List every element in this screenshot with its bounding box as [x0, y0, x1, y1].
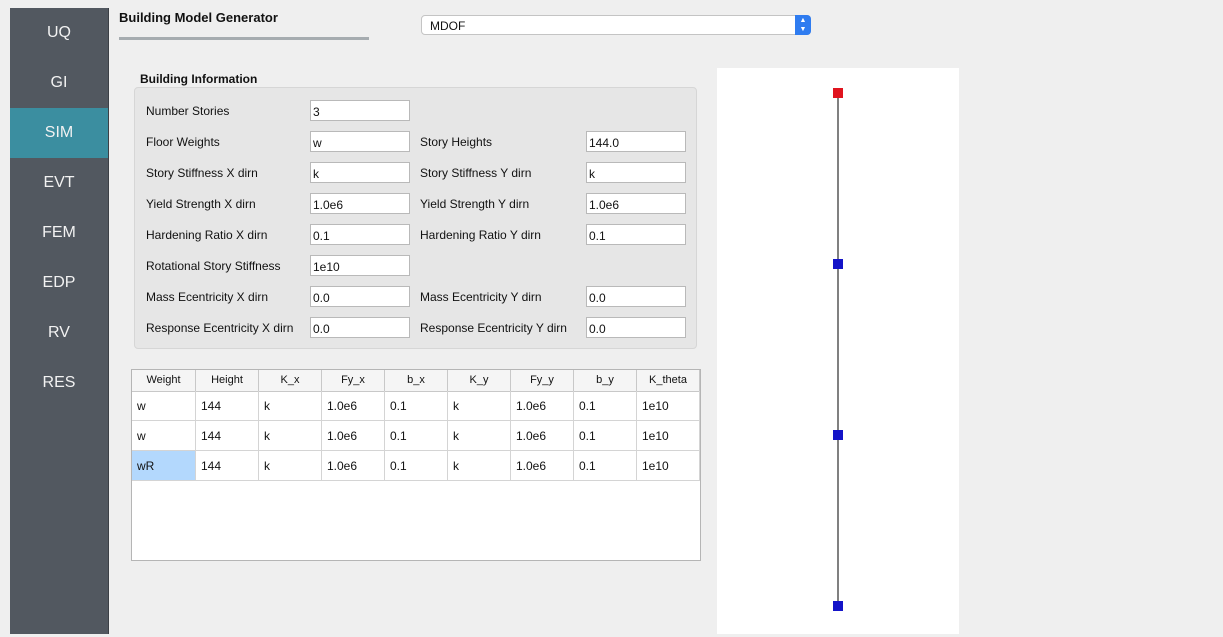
sidebar-item-fem[interactable]: FEM: [42, 224, 76, 241]
resp-ecc-x-input[interactable]: 0.0: [310, 317, 410, 338]
column-header-by[interactable]: b_y: [574, 370, 637, 391]
floor-weights-label: Floor Weights: [146, 135, 220, 149]
rotational-stiffness-label: Rotational Story Stiffness: [146, 259, 281, 273]
column-header-kx[interactable]: K_x: [259, 370, 322, 391]
table-cell[interactable]: k: [448, 391, 511, 421]
table-cell[interactable]: 1.0e6: [511, 391, 574, 421]
hardening-x-label: Hardening Ratio X dirn: [146, 228, 268, 242]
column-header-fyx[interactable]: Fy_x: [322, 370, 385, 391]
floor-node-3[interactable]: [833, 259, 843, 269]
table-cell[interactable]: 1e10: [637, 451, 700, 481]
sidebar-item-evt[interactable]: EVT: [43, 174, 75, 191]
table-cell[interactable]: 0.1: [574, 421, 637, 451]
page-title: Building Model Generator: [119, 10, 278, 25]
yield-x-input[interactable]: 1.0e6: [310, 193, 410, 214]
hardening-x-input[interactable]: 0.1: [310, 224, 410, 245]
sidebar-item-rv[interactable]: RV: [48, 324, 70, 341]
resp-ecc-y-input[interactable]: 0.0: [586, 317, 686, 338]
resp-ecc-x-label: Response Ecentricity X dirn: [146, 321, 294, 335]
number-stories-label: Number Stories: [146, 104, 230, 118]
table-cell[interactable]: 1e10: [637, 391, 700, 421]
table-cell[interactable]: k: [259, 451, 322, 481]
mass-ecc-x-input[interactable]: 0.0: [310, 286, 410, 307]
sidebar-item-sim[interactable]: SIM: [10, 108, 108, 158]
stiffness-x-label: Story Stiffness X dirn: [146, 166, 258, 180]
yield-y-label: Yield Strength Y dirn: [420, 197, 530, 211]
table-cell[interactable]: 1e10: [637, 421, 700, 451]
floor-node-ground[interactable]: [833, 601, 843, 611]
table-cell[interactable]: 1.0e6: [322, 421, 385, 451]
building-model-view[interactable]: [717, 68, 959, 634]
sidebar-item-gi[interactable]: GI: [50, 74, 68, 91]
column-header-ktheta[interactable]: K_theta: [637, 370, 700, 391]
table-cell[interactable]: 1.0e6: [322, 391, 385, 421]
table-cell[interactable]: 0.1: [385, 421, 448, 451]
table-cell[interactable]: 0.1: [385, 451, 448, 481]
number-stories-input[interactable]: 3: [310, 100, 410, 121]
stiffness-x-input[interactable]: k: [310, 162, 410, 183]
sidebar: UQ GI SIM EVT FEM EDP RV RES: [10, 8, 109, 634]
sidebar-item-edp[interactable]: EDP: [42, 274, 76, 291]
story-table: Weight Height K_x Fy_x b_x K_y Fy_y b_y …: [131, 369, 701, 561]
column-header-fyy[interactable]: Fy_y: [511, 370, 574, 391]
rotational-stiffness-input[interactable]: 1e10: [310, 255, 410, 276]
column-header-height[interactable]: Height: [196, 370, 259, 391]
title-underline: [119, 37, 369, 40]
table-row: w 144 k 1.0e6 0.1 k 1.0e6 0.1 1e10: [132, 391, 700, 421]
model-type-value: MDOF: [430, 19, 466, 33]
building-information-group: [134, 87, 697, 349]
table-cell[interactable]: 144: [196, 451, 259, 481]
resp-ecc-y-label: Response Ecentricity Y dirn: [420, 321, 567, 335]
table-cell[interactable]: w: [132, 421, 196, 451]
floor-weights-input[interactable]: w: [310, 131, 410, 152]
story-heights-label: Story Heights: [420, 135, 493, 149]
table-cell[interactable]: 1.0e6: [322, 451, 385, 481]
hardening-y-label: Hardening Ratio Y dirn: [420, 228, 541, 242]
yield-x-label: Yield Strength X dirn: [146, 197, 256, 211]
mass-ecc-y-label: Mass Ecentricity Y dirn: [420, 290, 542, 304]
table-cell[interactable]: 144: [196, 421, 259, 451]
sidebar-item-res[interactable]: RES: [42, 374, 76, 391]
table-cell[interactable]: k: [448, 451, 511, 481]
stiffness-y-label: Story Stiffness Y dirn: [420, 166, 532, 180]
floor-node-2[interactable]: [833, 430, 843, 440]
table-cell[interactable]: k: [448, 421, 511, 451]
table-cell[interactable]: 1.0e6: [511, 451, 574, 481]
table-header: Weight Height K_x Fy_x b_x K_y Fy_y b_y …: [132, 370, 700, 392]
table-cell-selected[interactable]: wR: [132, 451, 196, 481]
table-cell[interactable]: 0.1: [385, 391, 448, 421]
column-header-ky[interactable]: K_y: [448, 370, 511, 391]
column-header-weight[interactable]: Weight: [132, 370, 196, 391]
sidebar-item-uq[interactable]: UQ: [47, 24, 71, 41]
building-model-svg: [833, 88, 843, 611]
hardening-y-input[interactable]: 0.1: [586, 224, 686, 245]
table-cell[interactable]: 0.1: [574, 451, 637, 481]
column-header-bx[interactable]: b_x: [385, 370, 448, 391]
yield-y-input[interactable]: 1.0e6: [586, 193, 686, 214]
model-type-select[interactable]: MDOF ▲ ▼: [421, 15, 811, 35]
floor-node-roof[interactable]: [833, 88, 843, 98]
select-arrows-icon: ▲ ▼: [795, 15, 811, 35]
table-cell[interactable]: k: [259, 391, 322, 421]
table-row: wR 144 k 1.0e6 0.1 k 1.0e6 0.1 1e10: [132, 451, 700, 481]
building-information-title: Building Information: [140, 72, 258, 86]
stiffness-y-input[interactable]: k: [586, 162, 686, 183]
table-cell[interactable]: 0.1: [574, 391, 637, 421]
table-row: w 144 k 1.0e6 0.1 k 1.0e6 0.1 1e10: [132, 421, 700, 451]
table-cell[interactable]: w: [132, 391, 196, 421]
story-heights-input[interactable]: 144.0: [586, 131, 686, 152]
table-cell[interactable]: k: [259, 421, 322, 451]
mass-ecc-x-label: Mass Ecentricity X dirn: [146, 290, 269, 304]
table-cell[interactable]: 1.0e6: [511, 421, 574, 451]
table-cell[interactable]: 144: [196, 391, 259, 421]
mass-ecc-y-input[interactable]: 0.0: [586, 286, 686, 307]
